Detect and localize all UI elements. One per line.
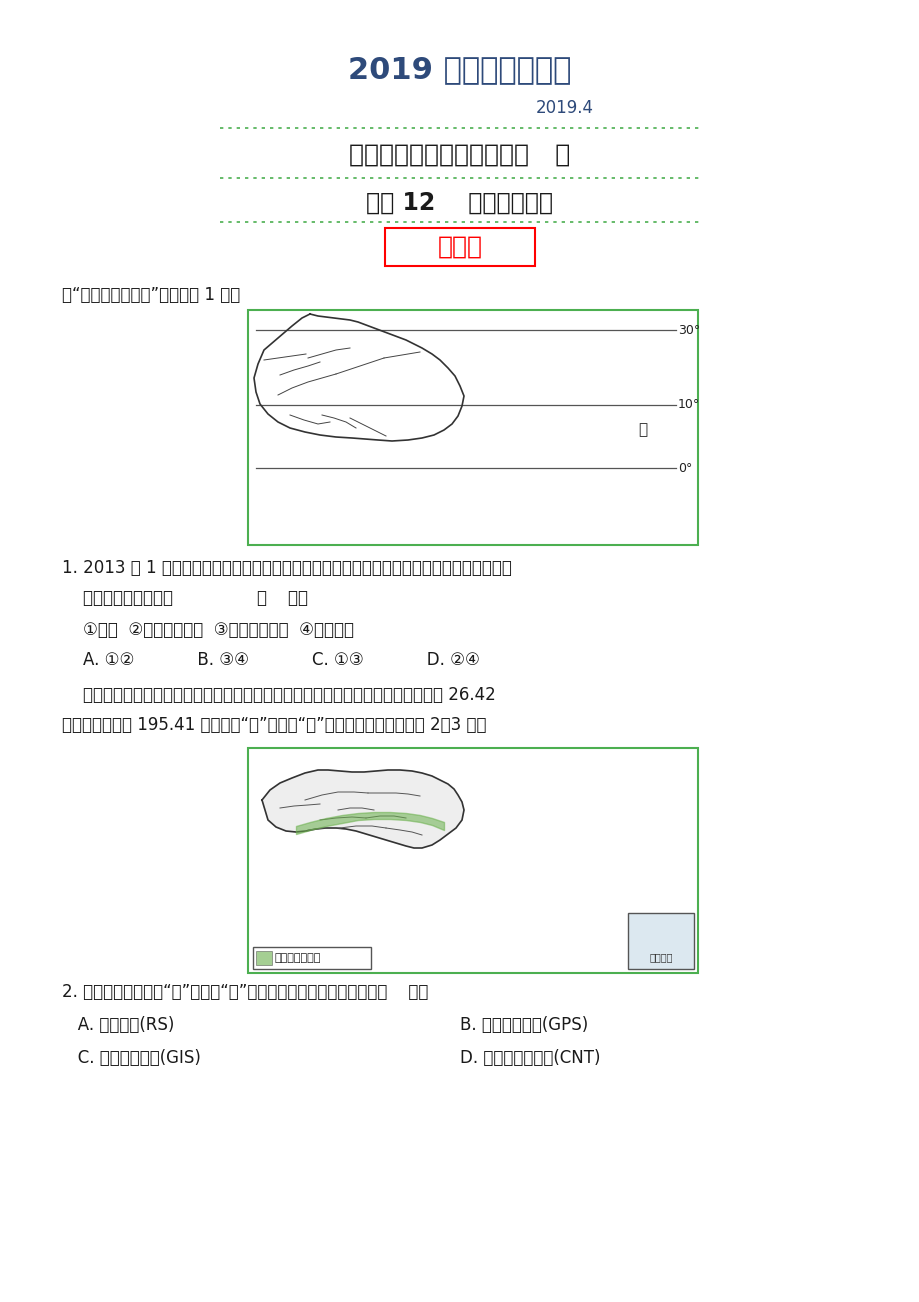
- Bar: [248, 310, 698, 546]
- Text: 练一练: 练一练: [437, 234, 482, 259]
- Text: 《寒假总动员》高三地理之   练: 《寒假总动员》高三地理之 练: [349, 143, 570, 167]
- Text: A. ①②            B. ③④            C. ①③            D. ②④: A. ①② B. ③④ C. ①③ D. ②④: [62, 651, 480, 669]
- Text: C. 地理信息系统(GIS): C. 地理信息系统(GIS): [62, 1049, 200, 1068]
- Text: 南海诸岛: 南海诸岛: [649, 952, 672, 962]
- Text: ①遥感  ②全球定位系统  ③地理信息系统  ④数字地球: ①遥感 ②全球定位系统 ③地理信息系统 ④数字地球: [62, 621, 354, 639]
- Text: 30°: 30°: [677, 323, 699, 336]
- Text: 害损失，人们应采用                （    ）。: 害损失，人们应采用 （ ）。: [62, 589, 308, 607]
- Text: 2. 将中国南北分界由“线”还原成“带”，主要运用的地理信息技术是（    ）。: 2. 将中国南北分界由“线”还原成“带”，主要运用的地理信息技术是（ ）。: [62, 983, 428, 1001]
- Bar: [384, 228, 535, 266]
- Bar: [248, 749, 698, 973]
- Bar: [255, 950, 272, 965]
- Text: 专题 12    地理信息技术: 专题 12 地理信息技术: [366, 191, 553, 215]
- Text: D. 计算机网络技术(CNT): D. 计算机网络技术(CNT): [460, 1049, 600, 1068]
- Text: 兰州大学陈全功教授等人首次对中国南北分界线给出了定量、定位分析，最窄处约 26.42: 兰州大学陈全功教授等人首次对中国南北分界线给出了定量、定位分析，最窄处约 26.…: [62, 686, 495, 704]
- Text: A. 遥感技术(RS): A. 遥感技术(RS): [62, 1016, 175, 1034]
- Bar: [628, 913, 693, 969]
- Text: 中国南北分界带: 中国南北分界带: [275, 953, 321, 963]
- Text: 0°: 0°: [677, 461, 692, 474]
- Text: 2019.4: 2019.4: [536, 99, 594, 117]
- Text: 甲: 甲: [638, 423, 647, 437]
- Text: 千米，最宽处约 195.41 千米，将“线”还原成“带”（如下图）。据此完成 2～3 题。: 千米，最宽处约 195.41 千米，将“线”还原成“带”（如下图）。据此完成 2…: [62, 716, 486, 734]
- Text: B. 全球定位系统(GPS): B. 全球定位系统(GPS): [460, 1016, 587, 1034]
- Bar: [253, 947, 370, 969]
- Polygon shape: [262, 769, 463, 848]
- Text: 10°: 10°: [677, 398, 699, 411]
- Text: 1. 2013 年 1 月，甲处发生了海洋风暴潮灾害，造成了当地海岸地貌的显著变化。为了评估灾: 1. 2013 年 1 月，甲处发生了海洋风暴潮灾害，造成了当地海岸地貌的显著变…: [62, 559, 511, 577]
- Text: 2019 版地理精品资料: 2019 版地理精品资料: [348, 56, 571, 85]
- Text: 读“非洲部分地区图”，完成第 1 题。: 读“非洲部分地区图”，完成第 1 题。: [62, 286, 240, 303]
